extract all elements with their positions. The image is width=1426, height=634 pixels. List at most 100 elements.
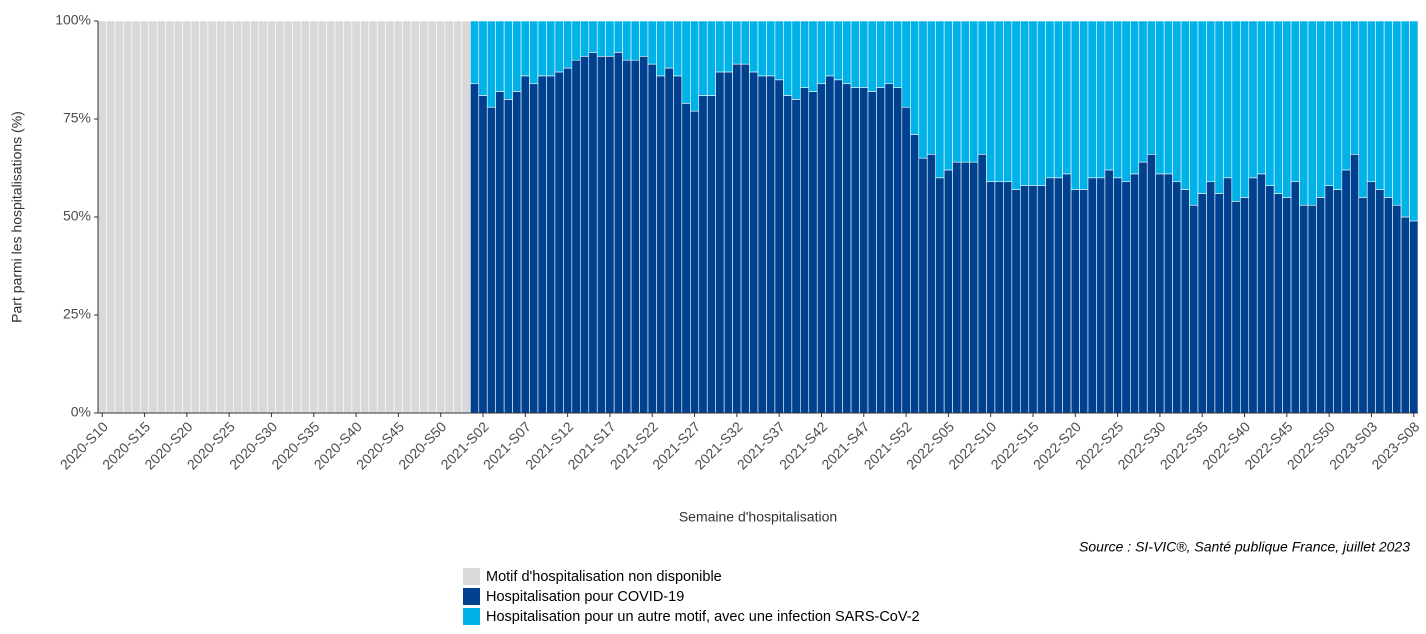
bar-segment — [596, 55, 606, 414]
bar-segment — [1096, 20, 1106, 179]
bar-segment — [673, 20, 683, 77]
bar-segment — [740, 20, 750, 65]
bar-segment — [859, 20, 869, 88]
bar-segment — [1206, 181, 1216, 414]
bar-segment — [986, 20, 996, 183]
bar-segment — [1366, 20, 1376, 183]
bar-segment — [808, 91, 818, 414]
bar-segment — [1248, 177, 1258, 414]
bar-segment — [690, 110, 700, 414]
bar-segment — [1130, 20, 1140, 175]
bar-segment — [1087, 177, 1097, 414]
bar-segment — [656, 75, 666, 414]
bar-segment — [1240, 20, 1250, 198]
bar-segment — [554, 20, 564, 73]
bar-segment — [977, 20, 987, 155]
bar-segment — [681, 103, 691, 414]
bar-segment — [1121, 20, 1131, 183]
bar-segment — [444, 20, 454, 414]
y-axis-title: Part parmi les hospitalisations (%) — [9, 111, 25, 323]
bar-segment — [1341, 169, 1351, 414]
bar-segment — [1045, 177, 1055, 414]
bar-segment — [1045, 20, 1055, 179]
bar-segment — [825, 75, 835, 414]
bar-segment — [1265, 20, 1275, 186]
bar-segment — [1003, 181, 1013, 414]
bar-segment — [123, 20, 133, 414]
bar-segment — [1070, 20, 1080, 190]
bar-segment — [977, 153, 987, 414]
bar-segment — [630, 20, 640, 61]
bar-segment — [1036, 20, 1046, 186]
bar-segment — [1409, 220, 1419, 414]
bar-segment — [537, 75, 547, 414]
bar-segment — [596, 20, 606, 57]
bar-segment — [918, 157, 928, 414]
bar-segment — [1155, 20, 1165, 175]
bar-segment — [774, 79, 784, 414]
bar-segment — [520, 20, 530, 77]
bar-segment — [952, 20, 962, 163]
bar-segment — [1333, 189, 1343, 414]
bar-segment — [749, 20, 759, 73]
bar-segment — [1350, 20, 1360, 155]
bar-segment — [910, 20, 920, 135]
bar-segment — [893, 20, 903, 88]
bar-segment — [1324, 20, 1334, 186]
bar-segment — [1214, 20, 1224, 194]
bar-segment — [850, 87, 860, 414]
bar-segment — [1223, 177, 1233, 414]
bar-segment — [1392, 204, 1402, 414]
bar-segment — [1011, 189, 1021, 414]
bar-segment — [1358, 20, 1368, 198]
bar-segment — [1290, 181, 1300, 414]
bar-segment — [647, 20, 657, 65]
bar-segment — [148, 20, 158, 414]
bar-segment — [825, 20, 835, 77]
bar-segment — [1113, 177, 1123, 414]
bar-segment — [453, 20, 463, 414]
y-tick-label: 0% — [71, 404, 91, 420]
bar-segment — [994, 181, 1004, 414]
bar-segment — [613, 52, 623, 414]
bar-segment — [1350, 153, 1360, 414]
bar-segment — [1104, 169, 1114, 414]
bar-segment — [884, 20, 894, 85]
bar-segment — [1138, 20, 1148, 163]
bar-segment — [1053, 20, 1063, 179]
bar-segment — [1240, 197, 1250, 414]
bar-segment — [1087, 20, 1097, 179]
bar-segment — [1256, 20, 1266, 175]
bar-segment — [182, 20, 192, 414]
bar-segment — [859, 87, 869, 414]
bar-segment — [1062, 173, 1072, 414]
bar-segment — [520, 75, 530, 414]
bar-segment — [715, 71, 725, 414]
bar-segment — [893, 87, 903, 414]
bar-segment — [563, 20, 573, 69]
bar-segment — [740, 63, 750, 414]
bar-segment — [630, 59, 640, 414]
bar-segment — [1383, 20, 1393, 198]
bar-segment — [605, 20, 615, 57]
bar-segment — [1028, 20, 1038, 186]
bar-segment — [943, 20, 953, 171]
bar-segment — [1197, 20, 1207, 194]
bar-segment — [571, 20, 581, 61]
bar-segment — [1248, 20, 1258, 179]
bar-segment — [833, 79, 843, 414]
bar-segment — [1062, 20, 1072, 175]
bar-segment — [97, 20, 107, 414]
bar-segment — [1020, 20, 1030, 186]
bar-segment — [1358, 197, 1368, 414]
bar-segment — [216, 20, 226, 414]
bar-segment — [486, 20, 496, 108]
bar-segment — [664, 20, 674, 69]
bar-segment — [1324, 185, 1334, 414]
bar-segment — [639, 20, 649, 57]
legend-label: Motif d'hospitalisation non disponible — [486, 569, 722, 585]
bar-segment — [876, 20, 886, 88]
bar-segment — [486, 106, 496, 414]
bar-segment — [300, 20, 310, 414]
